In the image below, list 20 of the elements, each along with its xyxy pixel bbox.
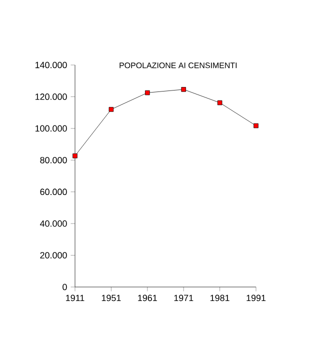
x-tick-label: 1981 <box>210 294 230 302</box>
point <box>145 90 150 96</box>
point <box>72 153 78 158</box>
x-tick-label: 1991 <box>246 294 266 302</box>
x-tick-label: 1971 <box>174 294 194 302</box>
x-tick-label: 1911 <box>66 294 84 302</box>
y-tick-label: 120.000 <box>36 94 67 100</box>
y-tick-label: 60.000 <box>40 188 67 196</box>
y-tick-label: 40.000 <box>40 220 67 227</box>
y-tick-label: 20.000 <box>40 252 67 258</box>
y-tick-label: 140.000 <box>36 62 67 68</box>
point <box>254 123 258 128</box>
y-tick-label: 80.000 <box>40 156 67 164</box>
point <box>108 107 114 112</box>
x-tick-label: 1951 <box>102 294 121 302</box>
y-tick-label: 0 <box>62 284 67 290</box>
point <box>217 100 222 106</box>
y-tick-label: 100.000 <box>36 125 67 132</box>
x-tick-label: 1961 <box>138 294 157 302</box>
point <box>181 87 186 92</box>
